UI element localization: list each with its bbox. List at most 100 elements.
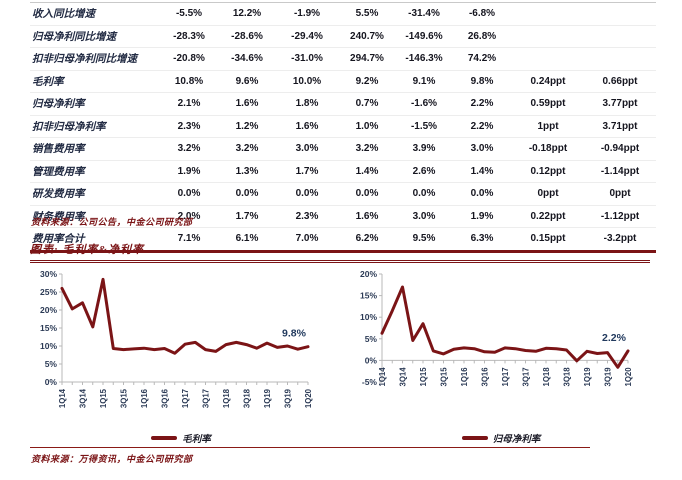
table-cell bbox=[584, 48, 656, 71]
table-cell: 2.1% bbox=[177, 98, 201, 109]
svg-text:3Q16: 3Q16 bbox=[481, 367, 490, 387]
table-cell: 10.8% bbox=[174, 75, 204, 87]
table-cell: 12.2% bbox=[232, 8, 262, 19]
table-cell: 3.2% bbox=[177, 143, 201, 154]
table-cell: 3.0% bbox=[295, 143, 319, 154]
table-cell: 1.0% bbox=[355, 120, 379, 132]
svg-text:3Q19: 3Q19 bbox=[604, 367, 613, 387]
table-row: 管理费用率 1.9% 1.3% 1.7% 1.4% 2.6% 1.4% 0.12ppt -1.1… bbox=[30, 160, 656, 183]
table-cell: -1.14ppt bbox=[600, 165, 640, 177]
table-cell: 0.22ppt bbox=[530, 210, 566, 222]
row-label: 研发费用率 bbox=[32, 189, 85, 200]
row-label: 收入同比增速 bbox=[32, 9, 95, 20]
svg-text:1Q17: 1Q17 bbox=[501, 367, 510, 386]
table-cell: 3.9% bbox=[412, 143, 436, 154]
table-cell: 2.2% bbox=[470, 98, 494, 109]
svg-text:20%: 20% bbox=[40, 305, 57, 315]
row-label: 归母净利率 bbox=[32, 99, 85, 110]
table-cell: 0.59ppt bbox=[530, 98, 566, 109]
table-cell: 9.8% bbox=[470, 75, 494, 87]
net-margin-chart-block: -5% 0% 5% 10% 15% 20% 1Q14 3Q14 1Q15 3Q15 1Q16 3Q16… bbox=[344, 266, 658, 445]
legend-label: 归母净利率 bbox=[492, 435, 541, 445]
bottom-divider bbox=[30, 447, 590, 448]
table-cell: -149.6% bbox=[405, 30, 443, 42]
svg-text:1Q18: 1Q18 bbox=[222, 388, 231, 408]
table-cell: -1.12ppt bbox=[600, 210, 640, 222]
line-swatch-icon bbox=[461, 436, 488, 440]
table-cell: 2.3% bbox=[177, 120, 201, 132]
metrics-table: 收入同比增速 -5.5% 12.2% -1.9% 5.5% -31.4% -6.8% 归母净利… bbox=[30, 2, 656, 253]
table-cell: 6.3% bbox=[470, 233, 494, 244]
svg-text:3Q17: 3Q17 bbox=[202, 389, 211, 408]
charts-row: 0% 5% 10% 15% 20% 25% 30% 1Q14 3Q14 1Q15 3Q15 1Q16 3… bbox=[24, 266, 658, 445]
table-cell: -28.6% bbox=[231, 30, 263, 42]
svg-text:20%: 20% bbox=[360, 269, 377, 279]
svg-text:1Q15: 1Q15 bbox=[99, 388, 108, 408]
table-cell: 1ppt bbox=[537, 120, 559, 132]
table-cell: 1.7% bbox=[295, 165, 319, 177]
table-cell: -146.3% bbox=[405, 53, 443, 64]
last-value-label: 2.2% bbox=[602, 332, 627, 344]
table-cell: 5.5% bbox=[355, 8, 379, 19]
row-label: 管理费用率 bbox=[32, 166, 85, 178]
table-cell: 0.0% bbox=[355, 188, 379, 199]
table-cell: 3.2% bbox=[235, 143, 259, 154]
svg-text:1Q16: 1Q16 bbox=[140, 388, 149, 408]
table-cell: 7.0% bbox=[295, 233, 319, 244]
table-cell: 9.1% bbox=[412, 75, 436, 87]
table-row: 扣非归母净利率 2.3% 1.2% 1.6% 1.0% -1.5% 2.2% 1ppt 3.71… bbox=[30, 115, 656, 138]
svg-text:10%: 10% bbox=[40, 341, 57, 351]
row-label: 归母净利同比增速 bbox=[32, 31, 116, 43]
row-label: 财务费用率 bbox=[32, 211, 85, 223]
table-cell: 3.2% bbox=[355, 143, 379, 154]
table-cell: -20.8% bbox=[173, 53, 205, 64]
svg-text:1Q18: 1Q18 bbox=[542, 367, 551, 387]
svg-text:-5%: -5% bbox=[362, 377, 378, 387]
chart-source-note: 资料来源：万得资讯，中金公司研究部 bbox=[31, 454, 193, 464]
table-cell: 0.66ppt bbox=[602, 75, 638, 87]
svg-text:1Q17: 1Q17 bbox=[181, 389, 190, 408]
svg-text:25%: 25% bbox=[40, 287, 57, 297]
svg-text:5%: 5% bbox=[45, 359, 58, 369]
net-margin-chart: -5% 0% 5% 10% 15% 20% 1Q14 3Q14 1Q15 3Q15 1Q16 3Q16… bbox=[360, 269, 633, 387]
table-cell: 1.9% bbox=[470, 210, 494, 222]
table-cell: 1.3% bbox=[235, 165, 259, 177]
svg-text:1Q20: 1Q20 bbox=[624, 367, 633, 387]
table-cell: 9.6% bbox=[235, 75, 259, 87]
table-cell: 1.6% bbox=[235, 98, 259, 109]
table-cell: 0.0% bbox=[177, 188, 201, 199]
table-row: 收入同比增速 -5.5% 12.2% -1.9% 5.5% -31.4% -6.8% bbox=[30, 3, 656, 26]
svg-text:15%: 15% bbox=[360, 291, 377, 301]
table-cell: 1.2% bbox=[235, 120, 259, 132]
table-cell: 0ppt bbox=[537, 188, 559, 199]
gross-margin-legend: 毛利率 bbox=[24, 427, 338, 445]
svg-text:1Q14: 1Q14 bbox=[378, 367, 387, 387]
table-cell: 0ppt bbox=[609, 188, 631, 199]
table-cell: 26.8% bbox=[467, 30, 497, 42]
svg-text:3Q19: 3Q19 bbox=[284, 388, 293, 408]
svg-text:3Q18: 3Q18 bbox=[243, 388, 252, 408]
table-cell: 2.3% bbox=[295, 210, 319, 222]
table-source-note: 资料来源：公司公告，中金公司研究部 bbox=[31, 217, 193, 227]
table-cell: -31.0% bbox=[291, 53, 323, 64]
table-row: 财务费用率 2.0% 1.7% 2.3% 1.6% 3.0% 1.9% 0.22ppt -1.1… bbox=[30, 205, 656, 228]
table-cell: 0.0% bbox=[235, 188, 259, 199]
svg-text:30%: 30% bbox=[40, 269, 57, 279]
table-cell: 0.24ppt bbox=[530, 75, 566, 87]
table-cell: -31.4% bbox=[408, 8, 440, 19]
svg-text:3Q14: 3Q14 bbox=[79, 388, 88, 408]
svg-text:5%: 5% bbox=[365, 334, 378, 344]
gross-margin-chart: 0% 5% 10% 15% 20% 25% 30% 1Q14 3Q14 1Q15 3Q15 1Q16 3… bbox=[40, 269, 313, 408]
svg-text:1Q15: 1Q15 bbox=[419, 367, 428, 387]
table-cell: 0.7% bbox=[355, 98, 379, 109]
table-cell: 1.4% bbox=[470, 165, 494, 177]
table-cell: -5.5% bbox=[175, 8, 203, 19]
table-cell: 2.6% bbox=[412, 165, 436, 177]
svg-text:1Q14: 1Q14 bbox=[58, 388, 67, 408]
table-cell: 240.7% bbox=[350, 30, 384, 42]
financial-metrics-table: 收入同比增速 -5.5% 12.2% -1.9% 5.5% -31.4% -6.8% 归母净利… bbox=[30, 2, 656, 253]
table-cell: -34.6% bbox=[231, 53, 263, 64]
svg-text:1Q16: 1Q16 bbox=[460, 367, 469, 387]
last-value-label: 9.8% bbox=[282, 328, 307, 340]
table-cell bbox=[584, 3, 656, 26]
